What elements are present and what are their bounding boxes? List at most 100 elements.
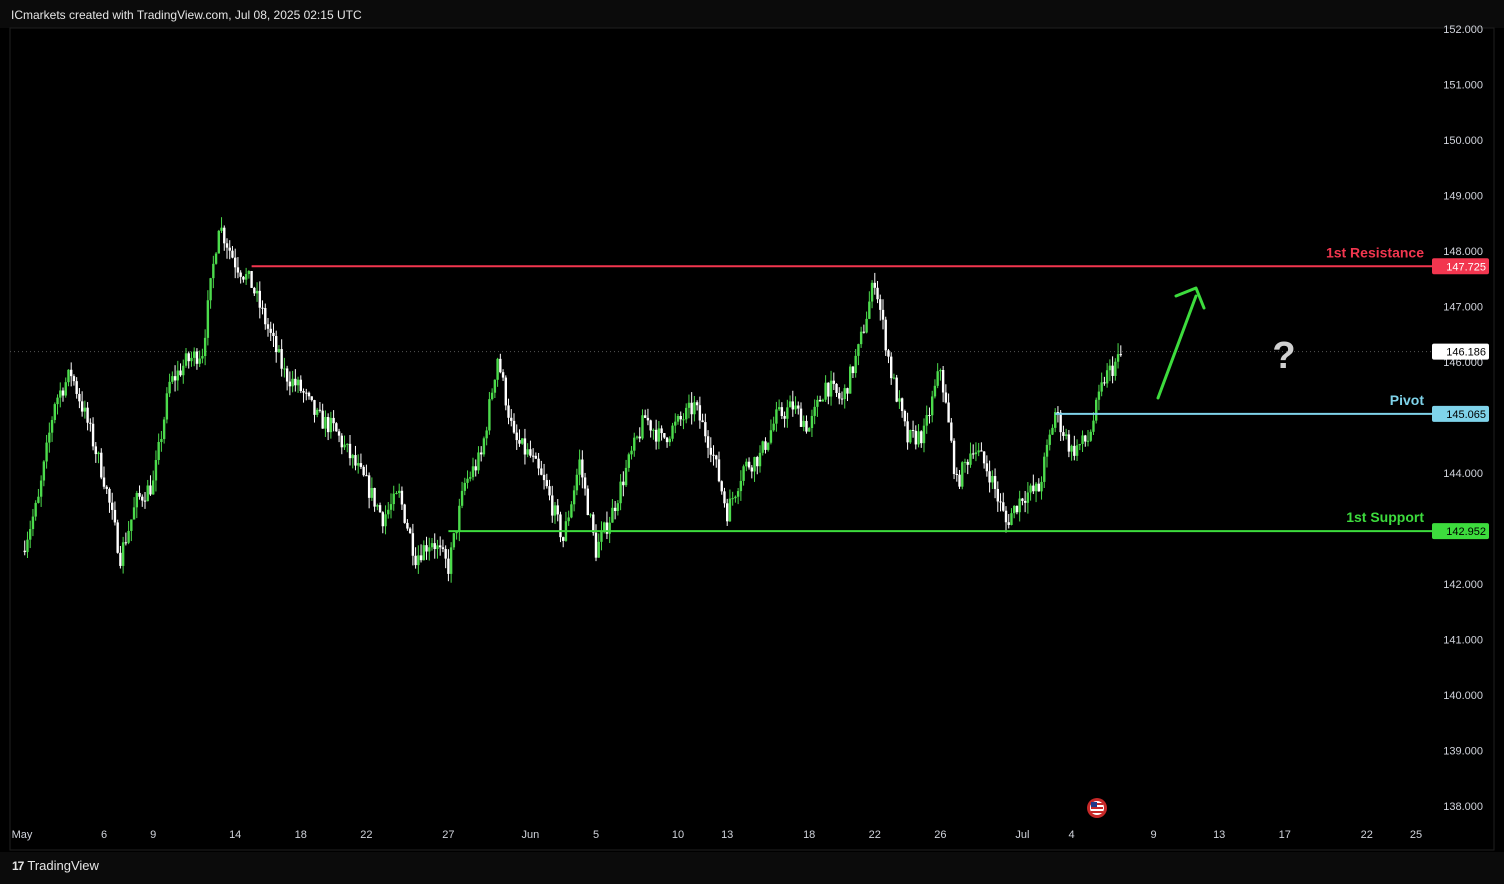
candle: [679, 416, 682, 420]
candle: [747, 461, 751, 468]
candle: [362, 466, 365, 476]
candle: [228, 247, 231, 251]
candle: [816, 399, 819, 407]
candle: [993, 476, 997, 489]
candle: [275, 336, 278, 353]
candle: [644, 415, 647, 418]
candle: [458, 505, 461, 532]
candle: [840, 398, 844, 400]
candle: [225, 243, 229, 248]
candle: [829, 380, 833, 397]
candle: [264, 308, 267, 325]
candle: [1073, 445, 1076, 456]
candle: [920, 431, 923, 444]
candle: [414, 555, 417, 566]
candle: [695, 402, 699, 406]
candle: [310, 396, 313, 401]
candle: [1004, 510, 1008, 523]
candle: [605, 522, 609, 534]
candle: [843, 388, 846, 400]
candle: [490, 392, 494, 400]
candle: [332, 417, 335, 424]
candle: [974, 452, 978, 455]
candle: [701, 420, 704, 423]
candle: [42, 461, 46, 481]
candle: [892, 377, 896, 379]
candle: [53, 404, 56, 420]
candle: [900, 398, 904, 412]
candle: [130, 519, 133, 531]
candle: [171, 376, 174, 382]
candle: [433, 543, 436, 550]
candle: [193, 351, 196, 358]
candle: [652, 429, 655, 431]
candle: [944, 392, 948, 403]
candle: [641, 415, 644, 439]
candle: [370, 488, 374, 498]
candle: [195, 351, 199, 364]
candle: [482, 438, 486, 455]
candle: [936, 371, 939, 386]
candle: [515, 432, 518, 441]
candle: [761, 441, 764, 453]
candle: [731, 498, 734, 500]
candle: [963, 461, 967, 463]
candle: [31, 516, 35, 530]
candle: [247, 271, 251, 275]
candle: [37, 496, 40, 503]
candle: [1018, 498, 1021, 513]
candle: [526, 449, 529, 455]
time-tick-label: 13: [721, 829, 733, 841]
candle: [97, 452, 100, 455]
last-price-tag-label: 146.186: [1446, 347, 1486, 359]
time-tick-label: 13: [1213, 829, 1225, 841]
candle: [283, 368, 286, 370]
candle: [469, 477, 472, 479]
candle: [471, 466, 475, 478]
candle: [157, 441, 160, 461]
candle: [187, 353, 190, 362]
tradingview-brand-label: TradingView: [27, 858, 99, 873]
candle: [1037, 483, 1040, 492]
candle: [906, 421, 909, 443]
candle: [638, 436, 641, 439]
candle: [23, 550, 26, 553]
candle: [890, 356, 893, 379]
candle: [518, 440, 521, 444]
tradingview-brand[interactable]: 17 TradingView: [12, 858, 99, 873]
candle: [911, 430, 915, 432]
candle: [873, 282, 876, 288]
candle: [124, 542, 128, 544]
candle: [876, 287, 879, 300]
candle: [329, 417, 333, 433]
candle: [149, 485, 152, 495]
candle: [250, 271, 253, 288]
candle: [551, 495, 554, 516]
chart-header-text: ICmarkets created with TradingView.com, …: [11, 8, 362, 22]
candle: [1086, 440, 1090, 442]
1st-support-price-tag-label: 142.952: [1446, 526, 1486, 538]
price-tick-label: 148.000: [1443, 246, 1483, 258]
time-tick-label: 5: [593, 829, 599, 841]
price-tick-label: 138.000: [1443, 801, 1483, 813]
candle: [846, 388, 849, 394]
candle: [572, 490, 576, 505]
candle: [802, 420, 805, 427]
candle: [799, 408, 803, 427]
candle: [835, 383, 838, 393]
plot-frame: [9, 27, 1495, 851]
candle: [933, 385, 937, 397]
candle: [198, 358, 201, 364]
candle: [1043, 456, 1046, 482]
time-tick-label: 22: [360, 829, 372, 841]
candle: [594, 532, 598, 558]
candle: [687, 402, 691, 408]
candle: [75, 381, 78, 394]
candle: [791, 401, 794, 410]
candle: [398, 490, 401, 494]
candle: [206, 300, 210, 338]
candle: [947, 402, 950, 423]
candle: [387, 509, 390, 515]
candle: [411, 533, 415, 556]
